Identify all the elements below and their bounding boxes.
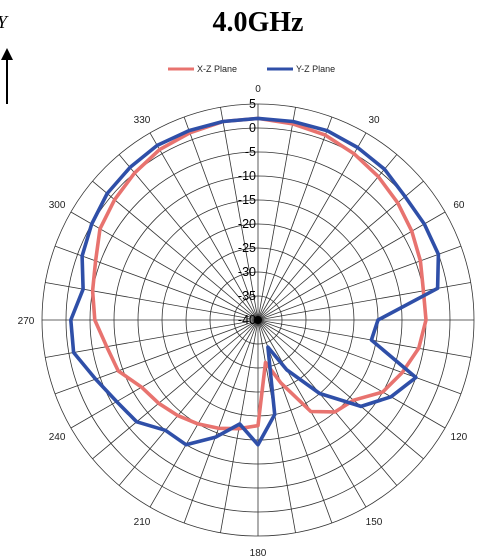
grid-spoke	[257, 107, 296, 321]
series-lines	[69, 116, 441, 447]
radial-tick-label: 0	[249, 121, 256, 135]
grid-spoke	[118, 154, 259, 321]
angle-tick-label: 150	[366, 517, 383, 528]
angle-tick-label: 210	[134, 517, 151, 528]
grid-spoke	[257, 319, 424, 460]
grid-spoke	[70, 211, 259, 321]
grid-spoke	[149, 319, 259, 508]
grid-spoke	[45, 282, 259, 321]
angle-tick-label: 240	[49, 432, 66, 443]
series-line-xz-plane	[90, 116, 428, 431]
radial-tick-label: -25	[238, 241, 256, 255]
grid-spoke	[45, 319, 259, 358]
grid-spoke	[257, 154, 398, 321]
grid-spoke	[257, 319, 367, 508]
radial-tick-label: 5	[249, 97, 256, 111]
grid-spoke	[257, 319, 446, 429]
angle-tick-label: 30	[368, 115, 380, 126]
radial-labels: 5 0 -5 -10 -15 -20 -25 -30 -35 -40	[238, 97, 262, 327]
grid-spoke	[257, 245, 462, 321]
angle-tick-label: 270	[18, 316, 35, 327]
radial-tick-label: -10	[238, 169, 256, 183]
grid-spoke	[220, 319, 259, 533]
radial-tick-label: -35	[238, 289, 256, 303]
grid-spoke	[118, 319, 259, 486]
grid-spoke	[257, 319, 296, 533]
grid-spoke	[92, 319, 259, 460]
grid-spoke	[257, 211, 446, 321]
grid-spoke	[257, 116, 333, 321]
legend-label-xz: X-Z Plane	[197, 64, 237, 74]
corner-axis-letter: Y	[0, 12, 9, 32]
polar-grid	[41, 103, 475, 537]
radial-tick-label: -30	[238, 265, 256, 279]
grid-spoke	[92, 180, 259, 321]
radial-tick-label: -20	[238, 217, 256, 231]
angle-tick-label: 300	[49, 200, 66, 211]
grid-spoke	[220, 107, 259, 321]
radial-tick-label: -15	[238, 193, 256, 207]
radial-tick-label: -40	[238, 313, 256, 327]
grid-spoke	[149, 132, 259, 321]
angle-tick-label: 120	[451, 432, 468, 443]
legend: X-Z Plane Y-Z Plane	[168, 64, 335, 74]
corner-axis-arrow-head	[1, 48, 13, 60]
angle-tick-label: 60	[453, 200, 465, 211]
angle-tick-label: 330	[134, 115, 151, 126]
grid-spoke	[54, 245, 259, 321]
corner-axis-glyph: Y	[0, 12, 13, 104]
angle-tick-label: 180	[250, 548, 267, 556]
grid-spoke	[183, 319, 259, 524]
grid-spoke	[183, 116, 259, 321]
radial-tick-label: -5	[245, 145, 256, 159]
grid-spoke	[257, 319, 471, 358]
legend-label-yz: Y-Z Plane	[296, 64, 335, 74]
chart-title: 4.0GHz	[213, 7, 304, 38]
grid-spoke	[257, 180, 424, 321]
grid-spoke	[54, 319, 259, 395]
angle-tick-label: 0	[255, 84, 261, 95]
angle-labels: 0306090120150180210240270300330	[18, 84, 468, 556]
grid-spoke	[257, 132, 367, 321]
grid-spoke	[257, 319, 398, 486]
grid-spoke	[70, 319, 259, 429]
series-line-yz-plane	[69, 116, 441, 447]
grid-spoke	[257, 319, 462, 395]
center-point	[254, 316, 262, 324]
